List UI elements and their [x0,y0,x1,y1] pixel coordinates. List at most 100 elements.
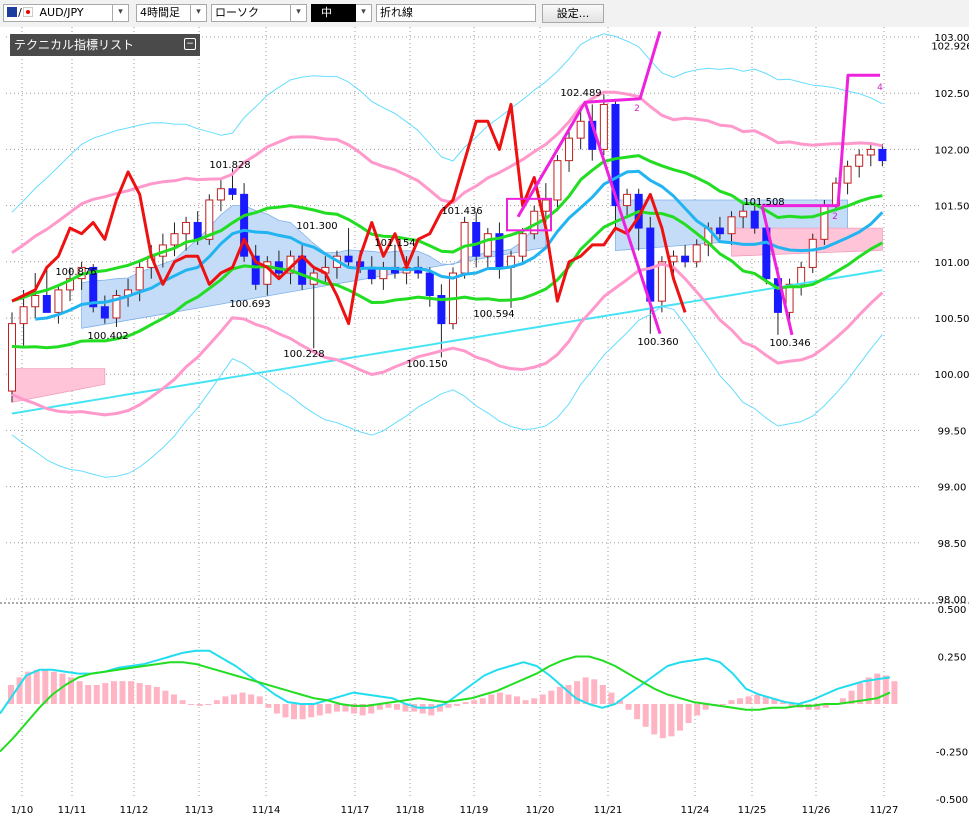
collapse-icon[interactable]: − [184,38,196,50]
chart-background [0,27,969,822]
macd-panel [0,649,898,753]
y-tick-label: 102.00 [935,145,969,156]
x-tick-label: 11/14 [252,805,281,816]
macd-histogram-bar [308,704,315,718]
macd-histogram-bar [762,696,769,704]
candle-body [205,199,214,240]
candle-body [518,233,527,257]
macd-histogram-bar [110,681,117,704]
y-tick-label: 100.00 [935,370,969,381]
x-tick-label: 11/18 [396,805,425,816]
y-tick-label: 99.00 [938,483,967,494]
candle-body [170,233,179,246]
macd-histogram-bar [162,690,169,704]
macd-histogram-bar [248,694,255,704]
currency-pair-select[interactable]: / AUD/JPY [3,4,113,22]
macd-histogram-bar [822,704,829,708]
macd-histogram-bar [857,683,864,704]
macd-histogram-bar [891,681,898,704]
macd-histogram-bar [702,704,709,710]
pair-dropdown-chevron-down-icon[interactable]: ▾ [113,4,129,22]
chart-style-select[interactable]: ローソク [211,4,291,22]
price-label: 101.300 [296,221,337,232]
candle-body [251,255,260,285]
macd-histogram-bar [848,690,855,704]
macd-histogram-bar [256,696,263,704]
price-label: 101.436 [441,206,482,217]
price-label: 101.828 [209,160,250,171]
macd-histogram-bar [68,677,75,704]
candle-body [425,272,434,297]
macd-histogram-bar [556,686,563,704]
candle-body [739,210,748,218]
y-tick-label: 101.50 [935,202,969,213]
candle-body [669,255,678,263]
macd-histogram-bar [153,686,160,704]
macd-histogram-bar [642,704,649,727]
macd-histogram-bar [608,692,615,704]
candle-body [611,103,620,207]
macd-histogram-bar [539,694,546,704]
wave-line-1 [516,30,662,218]
macd-histogram-bar [814,704,821,710]
candle-body [843,165,852,184]
macd-histogram-bar [402,704,409,712]
wave-count-label: 2 [832,212,838,222]
bollinger-lower-mid [11,210,884,350]
macd-histogram-bar [754,694,761,704]
macd-histogram-bar [788,704,795,706]
macd-histogram-bar [333,704,340,712]
chart-area: 101.828 101.300 101.154 101.436 102.489 101.5… [0,27,969,822]
price-label: 100.228 [283,349,324,360]
candle-body [866,148,875,156]
macd-histogram-bar [685,704,692,723]
macd-histogram-bar [368,704,375,714]
wave-count-label: 2 [634,104,640,114]
cloud-area-pink [11,368,106,403]
bollinger-lower-1 [11,262,884,417]
macd-histogram-bar [428,704,435,716]
candle-body [112,295,121,319]
candle-body [193,221,202,240]
candle-body [135,266,144,291]
candle-body [750,210,759,229]
candle-body [785,283,794,313]
chart-style-chevron-down-icon[interactable]: ▾ [291,4,307,22]
price-label: 102.489 [560,88,601,99]
macd-histogram-bar [359,704,366,716]
signal-line [0,655,891,753]
x-tick-label: 11/25 [738,805,767,816]
bollinger-lower-2 [11,306,883,478]
macd-histogram-bar [8,685,15,704]
x-tick-label: 11/27 [870,805,899,816]
chart-size-label: 中 [321,6,332,19]
bollinger-upper-1 [11,90,883,255]
macd-histogram-bar [454,704,461,706]
macd-histogram-bar [668,704,675,737]
candle-body [8,323,16,392]
candle-body [820,205,829,240]
macd-histogram-bar [874,673,881,704]
macd-histogram-bar [436,704,443,712]
macd-histogram-bar [291,704,298,720]
candle-body [808,238,817,268]
timeframe-select[interactable]: 4時間足 [136,4,191,22]
macd-histogram-bar [565,685,572,704]
chart-size-select[interactable]: 中 [311,4,356,22]
price-label: 100.360 [637,337,678,348]
size-chevron-down-icon[interactable]: ▾ [356,4,372,22]
macd-histogram-bar [385,704,392,708]
line-type-field[interactable]: 折れ線 [376,4,536,22]
candle-body [19,306,28,325]
bollinger-upper-mid [11,154,883,303]
macd-histogram-bar [299,704,306,720]
y-tick-label: 100.50 [935,314,969,325]
x-tick-label: 11/17 [341,805,370,816]
jp-flag-icon [23,7,33,17]
settings-button[interactable]: 設定... [542,4,604,23]
timeframe-chevron-down-icon[interactable]: ▾ [191,4,207,22]
macd-histogram-bar [514,696,521,704]
indicator-list-panel[interactable]: テクニカル指標リスト − [10,34,200,56]
macd-histogram-bar [488,694,495,704]
